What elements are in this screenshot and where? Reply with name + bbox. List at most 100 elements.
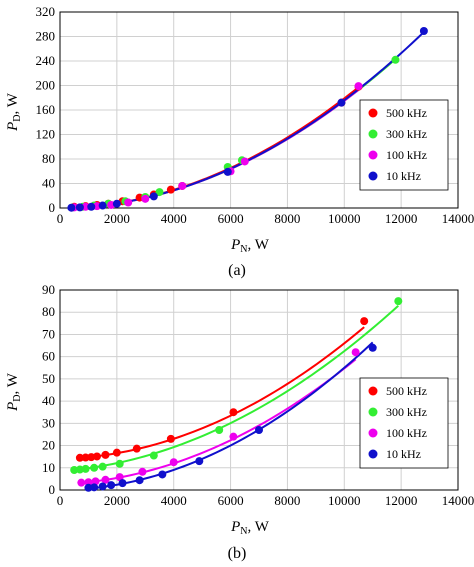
data-point bbox=[98, 201, 107, 210]
chart-panel-a: 0 2000 4000 6000 8000 10000 12000 14000 0 40 80 12… bbox=[5, 4, 474, 279]
plot-frame-b bbox=[59, 289, 459, 491]
data-point bbox=[90, 483, 99, 492]
y-tick-label: 200 bbox=[36, 78, 56, 93]
y-tick-label: 0 bbox=[49, 482, 56, 497]
data-point bbox=[229, 408, 238, 417]
y-tick-label: 70 bbox=[42, 326, 55, 341]
data-point bbox=[135, 476, 144, 485]
legend-label: 10 kHz bbox=[386, 447, 421, 461]
data-point bbox=[81, 453, 90, 462]
legend-marker bbox=[368, 129, 378, 139]
data-point bbox=[87, 202, 96, 211]
data-point bbox=[92, 452, 101, 461]
x-tick-label: 6000 bbox=[218, 493, 244, 508]
y-tick-label: 80 bbox=[42, 151, 55, 166]
x-tick-label: 4000 bbox=[161, 211, 187, 226]
data-point bbox=[138, 467, 147, 476]
x-tick-label: 8000 bbox=[274, 493, 300, 508]
data-point bbox=[178, 181, 187, 190]
data-point bbox=[149, 192, 158, 201]
x-tick-label: 12000 bbox=[385, 211, 418, 226]
y-tick-label: 160 bbox=[36, 102, 56, 117]
fit-curves-b bbox=[74, 304, 399, 490]
y-tick-label: 320 bbox=[36, 4, 56, 19]
legend-label: 500 kHz bbox=[386, 384, 427, 398]
data-point bbox=[124, 198, 133, 207]
data-point bbox=[351, 348, 360, 357]
legend-b: 500 kHz 300 kHz 100 kHz 10 kHz bbox=[359, 377, 449, 469]
legend-marker bbox=[368, 449, 378, 459]
y-tick-label: 280 bbox=[36, 29, 56, 44]
panel-label-a: (a) bbox=[228, 262, 246, 279]
panel-label-b: (b) bbox=[228, 545, 247, 562]
x-tick-label: 12000 bbox=[385, 493, 418, 508]
data-point bbox=[67, 203, 76, 212]
data-point bbox=[112, 448, 121, 457]
x-tick-label: 8000 bbox=[274, 211, 300, 226]
data-point bbox=[70, 466, 79, 474]
legend-a: 500 kHz 300 kHz 100 kHz 10 kHz bbox=[359, 99, 449, 191]
data-point bbox=[90, 463, 99, 472]
fit-curve-300-khz bbox=[74, 304, 399, 471]
x-tick-label: 0 bbox=[57, 493, 64, 508]
data-point bbox=[368, 343, 377, 352]
data-point bbox=[155, 188, 164, 197]
data-point bbox=[98, 482, 107, 491]
data-point bbox=[158, 470, 167, 479]
data-point bbox=[81, 464, 90, 473]
data-point bbox=[75, 203, 84, 212]
y-tick-label: 20 bbox=[42, 438, 55, 453]
x-axis-label-b: PN, W bbox=[230, 519, 270, 537]
legend-label: 300 kHz bbox=[386, 127, 427, 141]
y-tick-labels-a: 0 40 80 120 160 200 240 280 320 bbox=[36, 4, 56, 215]
data-point bbox=[91, 477, 100, 486]
y-tick-label: 40 bbox=[42, 393, 55, 408]
data-points-b bbox=[70, 297, 403, 492]
data-point bbox=[118, 479, 127, 488]
data-point bbox=[84, 483, 93, 492]
y-tick-label: 120 bbox=[36, 127, 56, 142]
legend-marker bbox=[368, 407, 378, 417]
x-tick-label: 2000 bbox=[104, 211, 130, 226]
y-tick-labels-b: 0 10 20 30 40 50 60 70 80 90 bbox=[42, 282, 55, 497]
data-point bbox=[215, 426, 224, 434]
x-tick-label: 4000 bbox=[161, 493, 187, 508]
data-point bbox=[112, 199, 121, 208]
data-point bbox=[166, 434, 175, 443]
data-point bbox=[166, 185, 175, 194]
chart-panel-b: 0 2000 4000 6000 8000 10000 12000 14000 0 10 20 30… bbox=[5, 282, 474, 562]
legend-label: 500 kHz bbox=[386, 106, 427, 120]
data-point bbox=[337, 98, 346, 107]
x-tick-label: 10000 bbox=[328, 493, 361, 508]
y-axis-label-a: PD, W bbox=[5, 92, 23, 132]
data-point bbox=[75, 453, 84, 462]
x-axis-label-a: PN, W bbox=[230, 237, 270, 255]
y-tick-label: 50 bbox=[42, 371, 55, 386]
data-point bbox=[101, 475, 110, 484]
legend-marker bbox=[368, 150, 378, 160]
x-tick-label: 14000 bbox=[442, 493, 474, 508]
data-point bbox=[169, 458, 178, 467]
x-tick-labels-a: 0 2000 4000 6000 8000 10000 12000 14000 bbox=[57, 211, 474, 226]
data-point bbox=[229, 432, 238, 441]
y-tick-label: 10 bbox=[42, 460, 55, 475]
data-point bbox=[101, 450, 110, 459]
x-tick-label: 2000 bbox=[104, 493, 130, 508]
data-point bbox=[240, 157, 249, 166]
data-point bbox=[360, 317, 369, 326]
data-point bbox=[132, 444, 141, 453]
data-point bbox=[98, 462, 107, 471]
y-tick-label: 80 bbox=[42, 304, 55, 319]
legend-label: 100 kHz bbox=[386, 426, 427, 440]
data-point bbox=[115, 473, 124, 482]
y-tick-label: 40 bbox=[42, 176, 55, 191]
legend-label: 300 kHz bbox=[386, 405, 427, 419]
data-point bbox=[107, 481, 116, 490]
data-point bbox=[149, 451, 158, 460]
y-tick-label: 60 bbox=[42, 349, 55, 364]
data-point bbox=[255, 426, 263, 434]
y-tick-label: 90 bbox=[42, 282, 55, 297]
x-tick-label: 6000 bbox=[218, 211, 244, 226]
data-point bbox=[141, 194, 150, 203]
